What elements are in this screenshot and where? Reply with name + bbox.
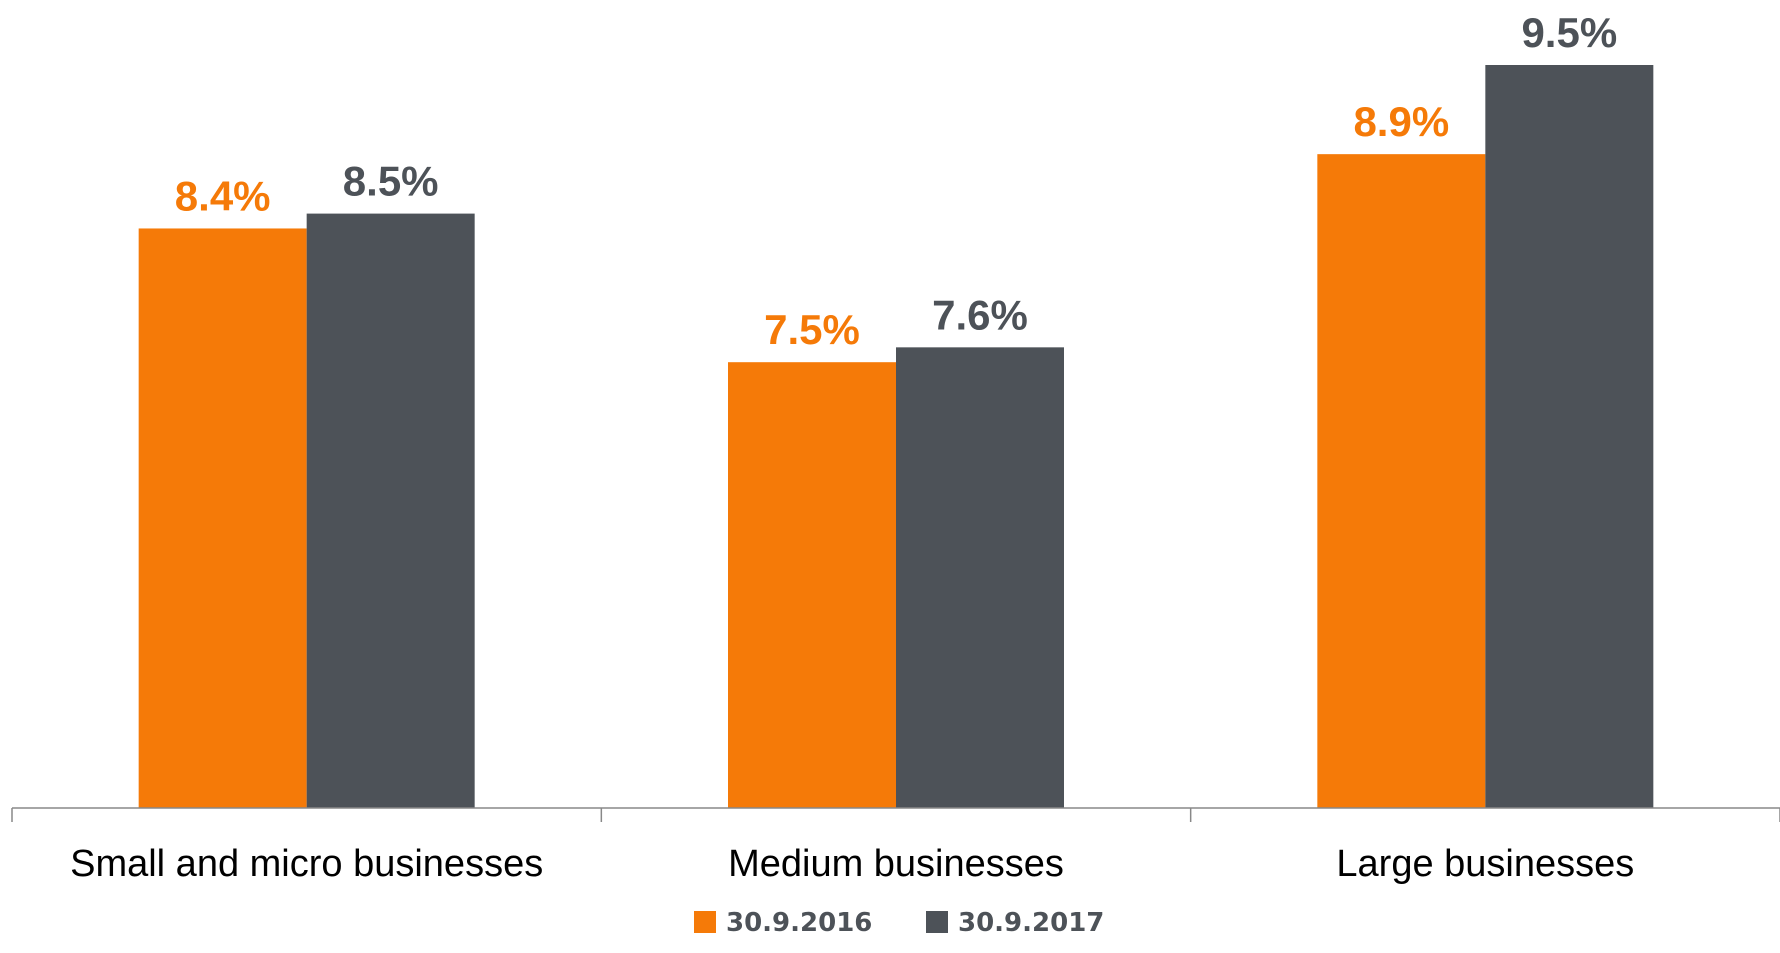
- value-label-small-and-micro-businesses-30-9-2016: 8.4%: [175, 172, 271, 219]
- value-label-medium-businesses-30-9-2016: 7.5%: [764, 306, 860, 353]
- value-labels-layer: 8.4% 8.5% 7.5% 7.6% 8.9% 9.5%: [175, 9, 1617, 353]
- bar-large-businesses-30-9-2016: [1317, 154, 1486, 808]
- value-label-large-businesses-30-9-2016: 8.9%: [1353, 98, 1449, 145]
- bar-small-and-micro-businesses-30-9-2017: [306, 213, 475, 809]
- legend-label-30-9-2017: 30.9.2017: [958, 908, 1104, 938]
- legend-label-30-9-2016: 30.9.2016: [726, 908, 872, 938]
- value-label-medium-businesses-30-9-2017: 7.6%: [932, 291, 1028, 338]
- legend-swatch-30-9-2016: [694, 911, 716, 933]
- bar-small-and-micro-businesses-30-9-2016: [138, 228, 307, 808]
- category-label-large-businesses: Large businesses: [1336, 843, 1634, 885]
- category-label-medium-businesses: Medium businesses: [728, 843, 1064, 885]
- value-label-small-and-micro-businesses-30-9-2017: 8.5%: [343, 158, 439, 205]
- legend-swatch-30-9-2017: [926, 911, 948, 933]
- bar-large-businesses-30-9-2017: [1485, 65, 1654, 808]
- bars-layer: [138, 65, 1654, 809]
- legend: 30.9.2016 30.9.2017: [694, 908, 1104, 938]
- x-axis: [11, 807, 1780, 822]
- value-label-large-businesses-30-9-2017: 9.5%: [1521, 9, 1617, 56]
- category-label-small-and-micro-businesses: Small and micro businesses: [70, 843, 543, 885]
- category-labels: Small and micro businesses Medium busines…: [70, 843, 1634, 885]
- bar-medium-businesses-30-9-2017: [896, 347, 1064, 808]
- bar-medium-businesses-30-9-2016: [728, 362, 896, 808]
